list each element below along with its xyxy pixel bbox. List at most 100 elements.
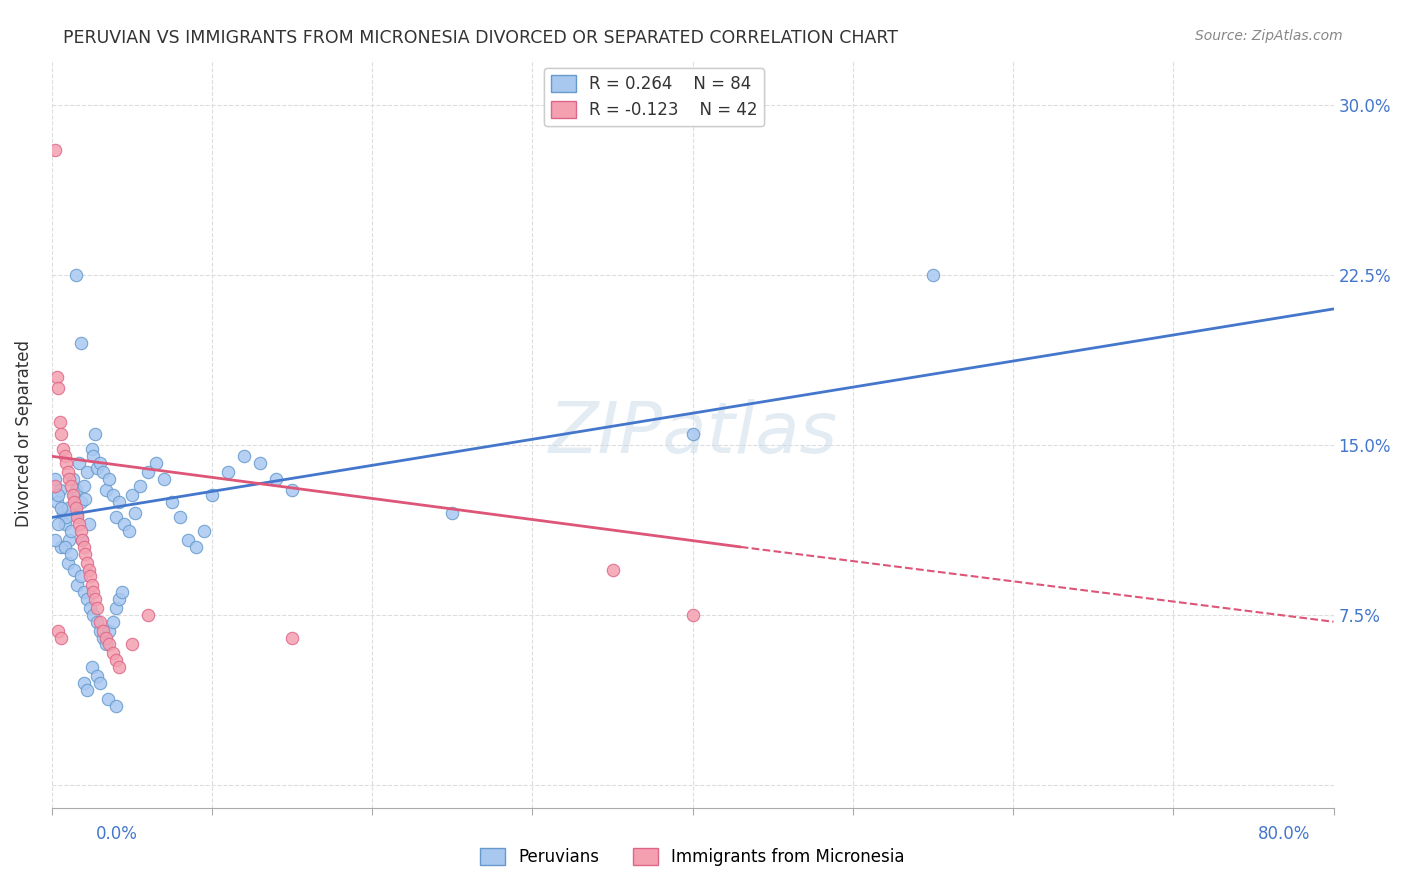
Point xyxy=(441,506,464,520)
Point xyxy=(80,578,103,592)
Point xyxy=(281,631,304,645)
Point xyxy=(76,682,98,697)
Point xyxy=(76,592,98,607)
Point xyxy=(51,540,73,554)
Point xyxy=(96,483,118,498)
Point xyxy=(104,510,127,524)
Point xyxy=(65,501,87,516)
Point xyxy=(52,506,75,520)
Point xyxy=(86,601,108,615)
Point xyxy=(80,660,103,674)
Point xyxy=(67,517,90,532)
Point xyxy=(45,370,67,384)
Point xyxy=(73,585,96,599)
Point xyxy=(98,624,121,638)
Point xyxy=(46,488,69,502)
Point xyxy=(51,501,73,516)
Point xyxy=(70,533,93,548)
Point xyxy=(84,426,107,441)
Point xyxy=(63,494,86,508)
Point xyxy=(66,578,89,592)
Point xyxy=(53,540,76,554)
Point xyxy=(44,472,66,486)
Point xyxy=(128,479,150,493)
Point xyxy=(108,660,131,674)
Point xyxy=(65,268,87,282)
Point xyxy=(101,488,124,502)
Text: 80.0%: 80.0% xyxy=(1258,825,1310,843)
Point xyxy=(124,506,146,520)
Point xyxy=(108,494,131,508)
Point xyxy=(217,465,239,479)
Point xyxy=(118,524,141,538)
Text: ZIPatlas: ZIPatlas xyxy=(548,399,837,468)
Point xyxy=(86,460,108,475)
Point xyxy=(91,631,114,645)
Point xyxy=(46,381,69,395)
Point xyxy=(96,637,118,651)
Point xyxy=(76,465,98,479)
Point xyxy=(55,456,77,470)
Point xyxy=(49,415,72,429)
Point xyxy=(59,547,82,561)
Point xyxy=(52,442,75,457)
Point xyxy=(682,607,704,622)
Point xyxy=(46,624,69,638)
Point xyxy=(121,637,143,651)
Point xyxy=(56,501,79,516)
Point xyxy=(121,488,143,502)
Text: Source: ZipAtlas.com: Source: ZipAtlas.com xyxy=(1195,29,1343,43)
Point xyxy=(91,624,114,638)
Point xyxy=(153,472,176,486)
Point xyxy=(73,479,96,493)
Point xyxy=(98,637,121,651)
Point xyxy=(145,456,167,470)
Point xyxy=(63,488,86,502)
Point xyxy=(53,450,76,464)
Point xyxy=(184,540,207,554)
Point xyxy=(56,465,79,479)
Point xyxy=(76,556,98,570)
Point xyxy=(55,510,77,524)
Point xyxy=(112,517,135,532)
Point xyxy=(63,563,86,577)
Point xyxy=(86,615,108,629)
Point xyxy=(45,494,67,508)
Point xyxy=(62,488,84,502)
Point xyxy=(59,524,82,538)
Point xyxy=(136,607,159,622)
Point xyxy=(46,517,69,532)
Point xyxy=(84,592,107,607)
Point xyxy=(89,456,111,470)
Point xyxy=(922,268,945,282)
Point xyxy=(51,631,73,645)
Point xyxy=(69,569,91,583)
Point xyxy=(89,615,111,629)
Point xyxy=(89,676,111,690)
Legend: R = 0.264    N = 84, R = -0.123    N = 42: R = 0.264 N = 84, R = -0.123 N = 42 xyxy=(544,68,765,126)
Point xyxy=(193,524,215,538)
Point xyxy=(66,510,89,524)
Point xyxy=(58,472,80,486)
Point xyxy=(69,335,91,350)
Point xyxy=(44,533,66,548)
Point xyxy=(111,585,134,599)
Point xyxy=(49,483,72,498)
Point xyxy=(682,426,704,441)
Point xyxy=(58,533,80,548)
Point xyxy=(75,547,97,561)
Point xyxy=(69,494,91,508)
Point xyxy=(201,488,224,502)
Point xyxy=(44,479,66,493)
Point xyxy=(91,465,114,479)
Point xyxy=(82,585,104,599)
Point xyxy=(51,426,73,441)
Point xyxy=(69,524,91,538)
Point xyxy=(70,533,93,548)
Point xyxy=(264,472,287,486)
Point xyxy=(104,653,127,667)
Point xyxy=(233,450,256,464)
Point xyxy=(98,472,121,486)
Point xyxy=(62,472,84,486)
Point xyxy=(80,442,103,457)
